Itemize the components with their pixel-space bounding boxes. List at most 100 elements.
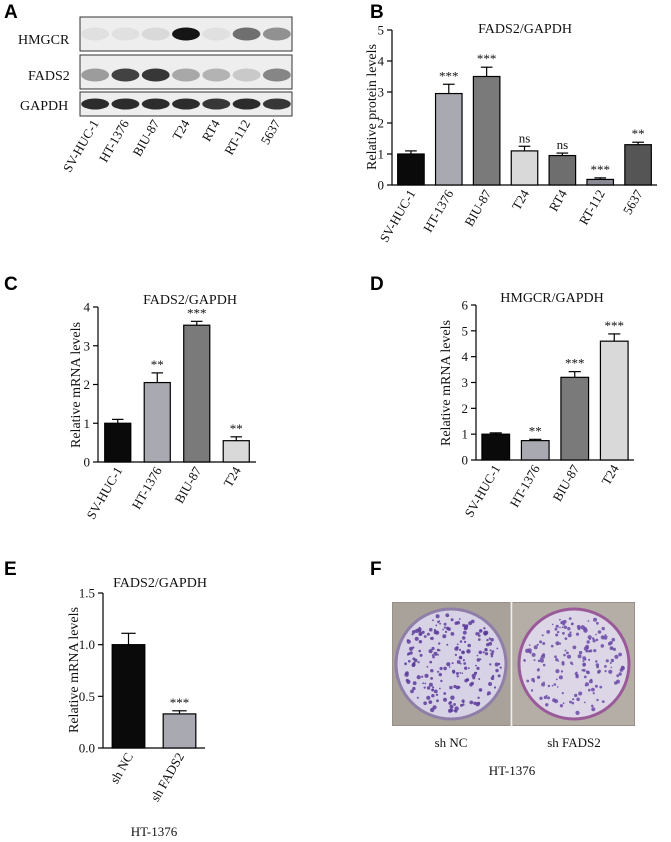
- colony-dot-sh-fads2: [589, 679, 593, 684]
- chart-d-significance-t24: ***: [605, 318, 625, 333]
- blot-band-gapdh-rt4: [202, 98, 231, 110]
- colony-dot-sh-nc: [468, 667, 470, 670]
- colony-dot-sh-nc: [404, 672, 409, 677]
- colony-dot-sh-fads2: [572, 645, 577, 650]
- colony-dot-sh-fads2: [560, 620, 565, 625]
- chart-b-ytick-label: 5: [378, 23, 385, 38]
- colony-dot-sh-nc: [477, 696, 480, 699]
- chart-d-bar-biu-87: [560, 376, 590, 461]
- colony-dot-sh-nc: [499, 666, 502, 669]
- colony-dot-sh-fads2: [610, 666, 613, 669]
- colony-dot-sh-fads2: [569, 631, 572, 634]
- colony-dot-sh-fads2: [567, 627, 571, 631]
- blot-lane-label-5637: 5637: [257, 117, 283, 147]
- colony-dot-sh-fads2: [545, 703, 549, 707]
- colony-dot-sh-nc: [465, 624, 469, 628]
- blot-lane-label-rt4: RT4: [199, 117, 223, 144]
- panel-letter-c: C: [4, 274, 18, 295]
- colony-dot-sh-nc: [439, 666, 443, 671]
- colony-dot-sh-nc: [477, 632, 480, 635]
- colony-dot-sh-nc: [435, 614, 440, 619]
- colony-dot-sh-fads2: [612, 647, 617, 652]
- chart-e-title: FADS2/GAPDH: [113, 576, 207, 591]
- colony-dot-sh-nc: [445, 626, 450, 630]
- chart-e-ytick-label: 0.5: [79, 689, 95, 704]
- colony-dot-sh-nc: [419, 632, 422, 635]
- colony-dot-sh-fads2: [600, 644, 605, 648]
- blot-band-hmgcr-5637: [262, 27, 291, 41]
- chart-d-bar-ht-1376: [520, 440, 550, 461]
- colony-dot-sh-nc: [436, 699, 439, 703]
- colony-dot-sh-nc: [493, 686, 497, 689]
- chart-d-bar-t24: [599, 340, 629, 461]
- chart-c-ytick-label: 4: [84, 300, 91, 315]
- colony-dot-sh-fads2: [556, 686, 559, 688]
- colony-dot-sh-nc: [435, 693, 439, 696]
- colony-dot-sh-nc: [443, 666, 447, 671]
- colony-dot-sh-fads2: [555, 624, 559, 628]
- colony-dot-sh-nc: [442, 628, 444, 631]
- colony-dot-sh-nc: [479, 629, 482, 632]
- blot-band-fads2-sv-huc-1: [81, 68, 110, 82]
- colony-dot-sh-nc: [412, 657, 416, 661]
- colony-dot-sh-fads2: [592, 692, 595, 695]
- colony-dot-sh-fads2: [562, 631, 565, 635]
- colony-dot-sh-nc: [456, 660, 461, 664]
- colony-dot-sh-fads2: [555, 641, 560, 646]
- colony-dot-sh-nc: [494, 662, 499, 667]
- colony-dot-sh-nc: [497, 674, 501, 678]
- colony-dot-sh-nc: [433, 630, 438, 635]
- chart-b-category-rt4: RT4: [546, 187, 570, 214]
- chart-b-bar-t24: [510, 150, 539, 186]
- colony-dot-sh-nc: [488, 682, 493, 686]
- colony-dot-sh-fads2: [525, 648, 530, 653]
- colony-dot-sh-fads2: [586, 640, 590, 644]
- colony-dot-sh-nc: [416, 675, 421, 680]
- colony-dot-sh-fads2: [585, 682, 589, 687]
- colony-dot-sh-nc: [452, 669, 456, 673]
- chart-e-ylabel: Relative mRNA levels: [67, 607, 82, 733]
- colony-dot-sh-fads2: [539, 696, 543, 700]
- colony-dot-sh-fads2: [566, 651, 569, 655]
- colony-dot-sh-fads2: [610, 658, 615, 663]
- colony-dot-sh-nc: [484, 652, 489, 656]
- colony-dot-sh-nc: [462, 659, 465, 662]
- chart-d-bar-sv-huc-1: [481, 433, 511, 461]
- colony-dot-sh-fads2: [541, 634, 544, 637]
- blot-band-fads2-t24: [172, 68, 200, 82]
- colony-dot-sh-nc: [457, 685, 461, 689]
- chart-b-ytick-label: 3: [378, 85, 385, 100]
- colony-dot-sh-nc: [448, 666, 451, 668]
- colony-dot-sh-nc: [418, 630, 422, 633]
- chart-b-bar-biu-87: [472, 75, 501, 186]
- chart-d-ytick-label: 0: [462, 453, 469, 468]
- chart-c-ytick-label: 1: [84, 416, 91, 431]
- colony-dot-sh-nc: [433, 651, 438, 656]
- colony-dot-sh-nc: [423, 686, 426, 689]
- colony-dot-sh-nc: [448, 708, 452, 713]
- colony-dot-sh-nc: [412, 646, 415, 649]
- colony-dot-sh-fads2: [555, 669, 560, 674]
- chart-b-significance-rt-112: ***: [590, 162, 610, 177]
- chart-b-ytick-label: 1: [378, 147, 385, 162]
- colony-dot-sh-nc: [450, 618, 454, 622]
- colony-dot-sh-nc: [408, 659, 411, 663]
- colony-dot-sh-fads2: [553, 683, 557, 686]
- colony-dot-sh-fads2: [557, 630, 560, 634]
- colony-dot-sh-fads2: [540, 654, 546, 659]
- colony-dot-sh-fads2: [554, 627, 558, 631]
- chart-b-ylabel: Relative protein levels: [365, 44, 380, 170]
- chart-c-category-ht-1376: HT-1376: [129, 464, 165, 512]
- chart-d-ytick-label: 4: [462, 349, 469, 364]
- colony-dot-sh-fads2: [562, 702, 565, 705]
- chart-c-category-biu-87: BIU-87: [171, 464, 204, 506]
- colony-dot-sh-fads2: [576, 697, 580, 702]
- colony-dot-sh-nc: [431, 688, 434, 691]
- colony-dot-sh-nc: [484, 648, 488, 652]
- colony-dot-sh-fads2: [583, 701, 586, 704]
- colony-dot-sh-fads2: [570, 622, 574, 626]
- colony-dot-sh-nc: [490, 638, 494, 642]
- colony-dot-sh-fads2: [589, 649, 593, 653]
- blot-lane-label-sv-huc-1: SV-HUC-1: [60, 117, 102, 175]
- colony-dot-sh-fads2: [614, 681, 618, 685]
